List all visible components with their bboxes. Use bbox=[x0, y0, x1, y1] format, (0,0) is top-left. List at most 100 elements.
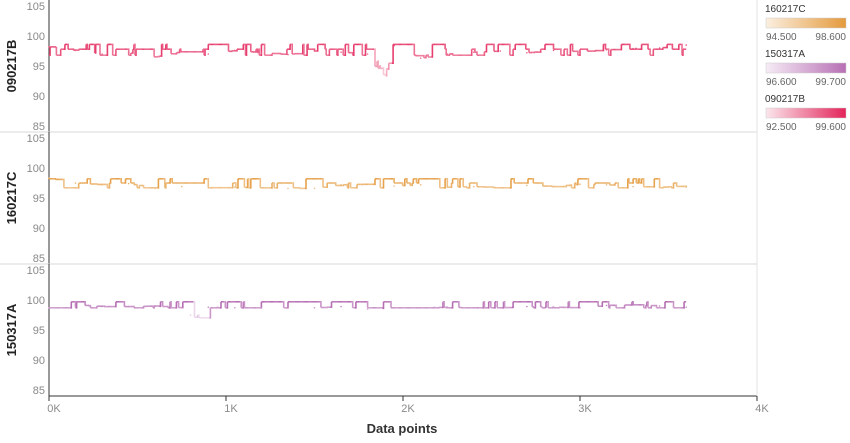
line-segment bbox=[161, 43, 164, 50]
line-segment bbox=[475, 51, 478, 56]
line-segment bbox=[482, 301, 485, 309]
data-point bbox=[234, 49, 236, 52]
line-segment bbox=[175, 52, 178, 55]
line-segment bbox=[352, 44, 355, 56]
y-tick-label: 100 bbox=[27, 295, 45, 307]
line-segment bbox=[157, 178, 160, 189]
data-point bbox=[74, 304, 77, 306]
x-tick-label: 1K bbox=[224, 403, 238, 415]
legend-gradient-bar bbox=[765, 107, 847, 119]
line-segment bbox=[379, 178, 382, 188]
line-segment bbox=[106, 44, 109, 56]
line-segment bbox=[242, 301, 245, 309]
legend-max-label: 99.700 bbox=[815, 77, 846, 88]
line-segment bbox=[417, 178, 420, 184]
data-point bbox=[473, 185, 475, 188]
data-point bbox=[340, 51, 342, 53]
line-segment bbox=[243, 178, 246, 188]
line-segment bbox=[489, 301, 492, 308]
line-segment bbox=[470, 49, 473, 56]
line-segment bbox=[325, 48, 327, 56]
line-segment bbox=[508, 43, 511, 56]
line-segment bbox=[468, 183, 471, 189]
data-point bbox=[499, 50, 502, 52]
line-segment bbox=[540, 306, 543, 308]
line-segment bbox=[512, 301, 514, 309]
line-segment bbox=[256, 48, 258, 53]
data-point bbox=[340, 184, 342, 186]
y-tick-label: 85 bbox=[33, 253, 45, 265]
line-segment bbox=[658, 178, 661, 188]
line-segment bbox=[635, 47, 638, 50]
line-segment bbox=[135, 49, 137, 56]
line-segment bbox=[494, 301, 496, 309]
line-segment bbox=[570, 184, 573, 188]
line-segment bbox=[387, 63, 390, 70]
line-segment bbox=[427, 54, 429, 57]
line-segment bbox=[465, 186, 468, 188]
line-segment bbox=[374, 48, 376, 67]
line-segment bbox=[93, 43, 96, 53]
line-segment bbox=[204, 49, 206, 56]
data-point bbox=[579, 183, 581, 185]
data-point bbox=[632, 47, 634, 50]
row-label-090217B: 090217B bbox=[4, 40, 19, 93]
line-segment bbox=[492, 43, 495, 52]
line-segment bbox=[171, 178, 173, 183]
data-point bbox=[393, 307, 395, 309]
line-segment bbox=[129, 178, 132, 183]
data-point bbox=[366, 308, 369, 310]
line-segment bbox=[514, 44, 516, 50]
line-segment bbox=[443, 301, 445, 308]
line-segment bbox=[565, 185, 567, 188]
data-point bbox=[579, 50, 581, 53]
line-segment bbox=[335, 48, 338, 56]
line-segment bbox=[161, 301, 164, 307]
data-point bbox=[154, 56, 156, 58]
line-segment bbox=[321, 178, 324, 188]
line-segment bbox=[111, 43, 114, 56]
line-segment bbox=[475, 182, 478, 187]
line-segment bbox=[609, 49, 612, 56]
line-segment bbox=[129, 53, 132, 56]
line-segment bbox=[108, 183, 111, 189]
y-tick-label: 105 bbox=[27, 133, 45, 145]
line-segment bbox=[54, 178, 57, 180]
line-segment bbox=[163, 178, 166, 188]
data-point bbox=[207, 187, 210, 189]
line-segment bbox=[569, 44, 572, 56]
line-segment bbox=[178, 49, 181, 54]
line-segment bbox=[577, 301, 580, 309]
line-segment bbox=[220, 301, 222, 309]
line-segment bbox=[164, 44, 167, 50]
legend-min-label: 92.500 bbox=[766, 122, 797, 133]
data-point bbox=[101, 53, 103, 55]
line-segment bbox=[306, 44, 308, 56]
line-segment bbox=[324, 43, 326, 50]
line-segment bbox=[89, 304, 92, 308]
data-point bbox=[473, 51, 475, 53]
line-segment bbox=[393, 178, 395, 183]
line-segment bbox=[617, 182, 619, 188]
line-segment bbox=[181, 301, 184, 309]
legend-gradient-bar bbox=[765, 17, 847, 29]
legend-gradient-bar bbox=[765, 62, 847, 74]
line-segment bbox=[328, 49, 331, 56]
line-segment bbox=[604, 43, 607, 50]
line-segment bbox=[197, 314, 200, 318]
y-tick-label: 85 bbox=[33, 385, 45, 397]
line-segment bbox=[361, 43, 364, 56]
line-segment bbox=[279, 52, 282, 55]
line-segment bbox=[409, 182, 411, 186]
line-segment bbox=[166, 305, 169, 308]
line-segment bbox=[451, 53, 454, 56]
line-segment bbox=[666, 44, 668, 49]
data-point bbox=[685, 44, 687, 46]
line-segment bbox=[672, 301, 675, 308]
line-segment bbox=[444, 43, 446, 50]
data-point bbox=[526, 184, 528, 187]
line-segment bbox=[608, 305, 611, 309]
data-point bbox=[313, 50, 316, 52]
line-segment bbox=[592, 184, 595, 189]
line-segment bbox=[319, 301, 322, 308]
